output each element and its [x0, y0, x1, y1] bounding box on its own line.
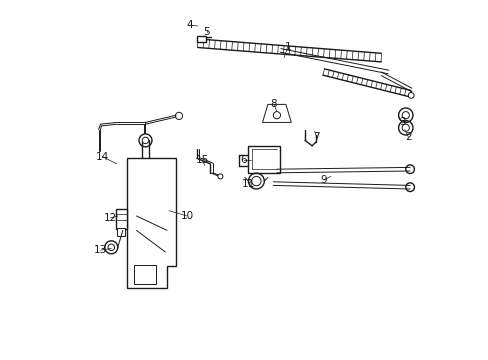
Text: 3: 3	[398, 117, 405, 127]
Bar	[115, 209, 127, 229]
Polygon shape	[127, 158, 176, 288]
Text: 5: 5	[203, 27, 209, 37]
Bar	[117, 228, 125, 236]
Text: 1: 1	[284, 42, 290, 52]
Text: 8: 8	[270, 99, 277, 109]
Polygon shape	[262, 104, 291, 122]
Text: 13: 13	[94, 245, 107, 255]
Text: 2: 2	[404, 132, 411, 142]
Text: 11: 11	[242, 179, 255, 189]
Text: 7: 7	[312, 132, 319, 142]
Text: 15: 15	[195, 155, 208, 165]
Bar	[134, 265, 155, 284]
Text: 10: 10	[180, 211, 193, 221]
Circle shape	[407, 93, 413, 98]
Text: 6: 6	[240, 155, 246, 165]
Text: 12: 12	[104, 213, 117, 223]
Bar	[247, 146, 280, 173]
Text: 4: 4	[186, 20, 193, 30]
Bar	[197, 36, 205, 42]
Text: 9: 9	[320, 175, 326, 185]
Text: 14: 14	[96, 152, 109, 162]
Circle shape	[218, 174, 223, 179]
